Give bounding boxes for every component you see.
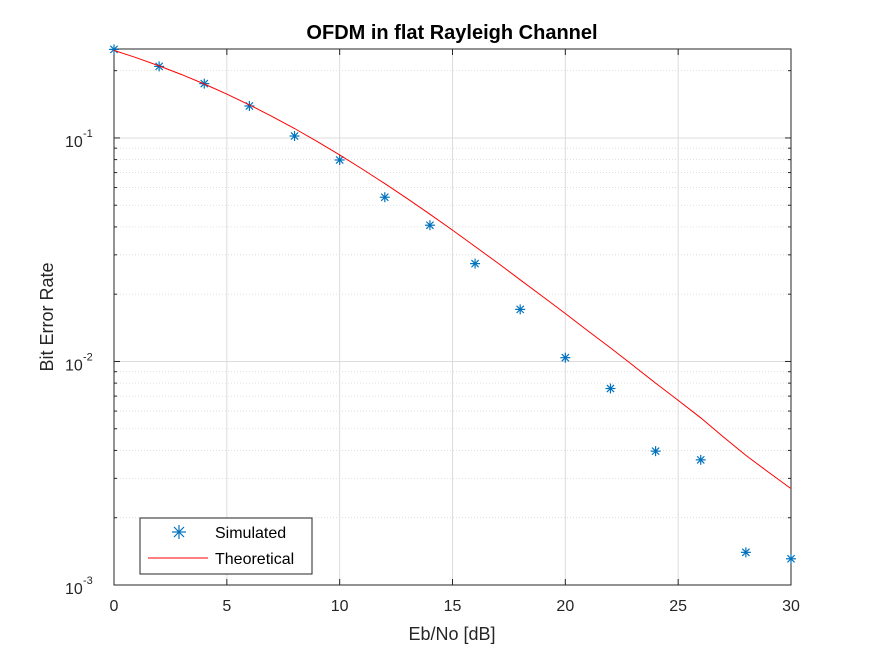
simulated-point (695, 454, 706, 465)
x-tick-label: 20 (556, 598, 574, 615)
marker-stroke (516, 305, 525, 314)
simulated-point (244, 100, 255, 111)
simulated-point (470, 258, 481, 269)
chart-title: OFDM in flat Rayleigh Channel (306, 22, 597, 44)
x-tick-label: 0 (110, 598, 119, 615)
simulated-point (515, 304, 526, 315)
simulated-point (650, 446, 661, 457)
legend-label-simulated: Simulated (215, 525, 286, 542)
marker-stroke (786, 554, 796, 563)
legend-label-theoretical: Theoretical (215, 551, 294, 568)
legend-marker-simulated (172, 525, 186, 539)
marker-stroke (471, 259, 480, 268)
marker-stroke (651, 447, 660, 456)
legend: Simulated Theoretical (139, 517, 313, 575)
theoretical-line (113, 49, 792, 490)
marker-stroke (380, 193, 389, 202)
marker-stroke (335, 155, 344, 165)
y-tick-exponent: -2 (83, 351, 93, 363)
simulated-point (289, 131, 300, 142)
x-tick-label: 15 (444, 598, 462, 615)
marker-stroke (245, 101, 254, 111)
marker-stroke (109, 45, 119, 54)
simulated-point (379, 192, 390, 203)
y-tick-label: 10 (65, 357, 83, 374)
simulated-point (109, 44, 119, 55)
marker-stroke (606, 384, 615, 393)
marker-stroke (696, 455, 705, 464)
simulated-point (334, 154, 345, 165)
marker-stroke (741, 548, 750, 557)
tick-layer: 10 -110 -210 -30 5 10 15 20 25 30 (65, 49, 800, 615)
marker-stroke (561, 353, 570, 362)
x-tick-label: 10 (331, 598, 349, 615)
x-tick-label: 30 (782, 598, 800, 615)
y-tick-label: 10 (65, 134, 83, 151)
simulated-point (786, 553, 796, 564)
simulated-point (740, 547, 751, 558)
series-layer (109, 44, 796, 564)
marker-stroke (425, 221, 434, 230)
y-tick-label: 10 (65, 581, 83, 598)
y-axis-label: Bit Error Rate (37, 262, 57, 371)
simulated-point (560, 352, 571, 363)
simulated-point (605, 383, 616, 394)
y-tick-exponent: -3 (83, 575, 93, 587)
legend-box (139, 517, 313, 575)
simulated-point (424, 220, 435, 231)
marker-stroke (290, 132, 299, 141)
x-tick-label: 25 (669, 598, 687, 615)
y-tick-exponent: -1 (83, 128, 93, 140)
x-tick-label: 5 (222, 598, 231, 615)
x-axis-label: Eb/No [dB] (408, 624, 495, 644)
